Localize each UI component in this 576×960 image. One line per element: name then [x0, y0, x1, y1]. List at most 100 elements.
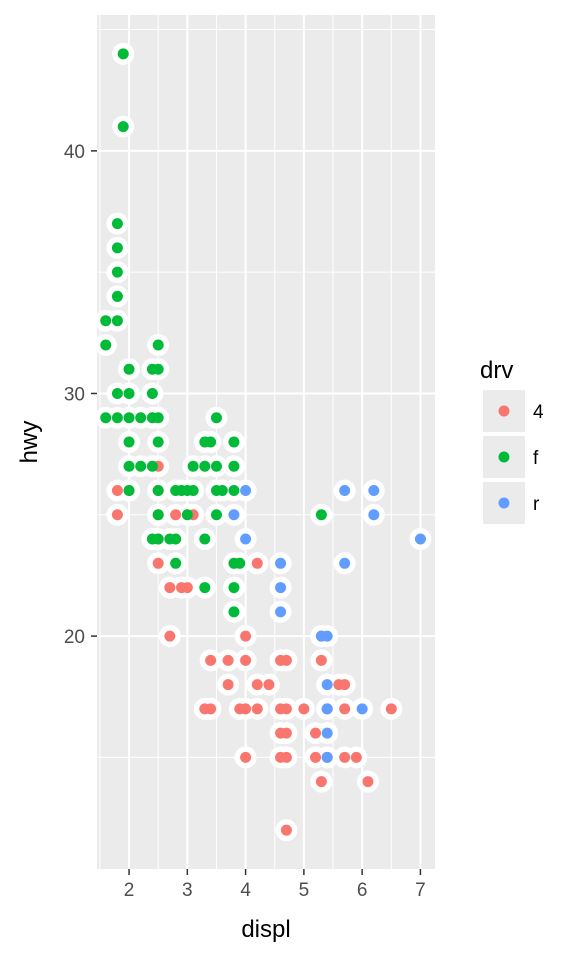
data-point-4: [350, 751, 362, 763]
legend-label: r: [533, 494, 540, 515]
data-point-r: [321, 630, 333, 642]
data-point-4: [251, 703, 263, 715]
data-point-f: [111, 387, 123, 399]
data-point-r: [339, 557, 351, 569]
data-point-f: [228, 460, 240, 472]
data-point-4: [152, 557, 164, 569]
data-point-4: [181, 582, 193, 594]
data-point-f: [152, 533, 164, 545]
data-point-f: [123, 387, 135, 399]
data-point-f: [315, 509, 327, 521]
data-point-f: [117, 48, 129, 60]
y-tick-label: 30: [64, 384, 85, 405]
data-point-f: [199, 460, 211, 472]
data-point-f: [146, 460, 158, 472]
data-point-4: [362, 776, 374, 788]
data-point-4: [240, 654, 252, 666]
legend-key-marker: [498, 405, 510, 417]
data-point-r: [240, 533, 252, 545]
data-point-4: [280, 703, 292, 715]
data-point-4: [280, 654, 292, 666]
data-point-4: [111, 509, 123, 521]
data-point-r: [275, 557, 287, 569]
data-point-f: [152, 339, 164, 351]
data-point-4: [240, 703, 252, 715]
data-point-f: [100, 315, 112, 327]
data-point-f: [152, 412, 164, 424]
data-point-4: [205, 703, 217, 715]
data-point-4: [385, 703, 397, 715]
data-point-r: [275, 582, 287, 594]
data-point-4: [205, 654, 217, 666]
data-point-f: [228, 582, 240, 594]
data-point-f: [199, 533, 211, 545]
data-point-4: [170, 509, 182, 521]
legend-key-marker: [498, 497, 510, 509]
x-axis-title: displ: [241, 916, 290, 943]
legend-keys: 4 f r: [483, 390, 544, 524]
x-axis: 2 3 4 5 6 7: [124, 869, 426, 901]
y-axis: 20 30 40: [64, 142, 97, 648]
data-point-f: [228, 606, 240, 618]
data-point-f: [123, 412, 135, 424]
data-point-f: [152, 436, 164, 448]
data-point-4: [263, 679, 275, 691]
data-point-4: [111, 485, 123, 497]
data-point-f: [111, 290, 123, 302]
data-point-f: [228, 436, 240, 448]
data-points: [94, 42, 432, 842]
data-point-f: [123, 436, 135, 448]
point-markers: [100, 48, 426, 836]
x-tick-label: 6: [357, 880, 368, 901]
data-point-4: [222, 679, 234, 691]
data-point-4: [240, 630, 252, 642]
data-point-f: [152, 485, 164, 497]
x-tick-label: 7: [415, 880, 426, 901]
data-point-f: [152, 363, 164, 375]
data-point-f: [123, 363, 135, 375]
data-point-f: [111, 218, 123, 230]
data-point-f: [187, 460, 199, 472]
x-tick-label: 2: [124, 880, 135, 901]
data-point-f: [170, 557, 182, 569]
data-point-f: [228, 485, 240, 497]
data-point-f: [170, 533, 182, 545]
data-point-f: [146, 387, 158, 399]
legend-label: 4: [533, 402, 544, 423]
data-point-4: [315, 776, 327, 788]
data-point-r: [368, 485, 380, 497]
data-point-f: [234, 557, 246, 569]
data-point-4: [164, 630, 176, 642]
data-point-f: [187, 485, 199, 497]
data-point-f: [117, 121, 129, 133]
data-point-4: [310, 751, 322, 763]
data-point-f: [210, 460, 222, 472]
data-point-f: [205, 436, 217, 448]
data-point-f: [152, 509, 164, 521]
data-point-f: [216, 485, 228, 497]
data-point-r: [275, 606, 287, 618]
data-point-r: [356, 703, 368, 715]
legend: drv 4 f r: [480, 357, 544, 524]
data-point-r: [240, 485, 252, 497]
data-point-4: [280, 751, 292, 763]
data-point-4: [280, 824, 292, 836]
data-point-r: [321, 703, 333, 715]
data-point-f: [210, 412, 222, 424]
data-point-4: [280, 727, 292, 739]
data-point-r: [321, 727, 333, 739]
data-point-r: [414, 533, 426, 545]
data-point-4: [240, 751, 252, 763]
data-point-f: [135, 460, 147, 472]
data-point-f: [111, 266, 123, 278]
y-tick-label: 40: [64, 142, 85, 163]
x-tick-label: 5: [299, 880, 310, 901]
data-point-r: [339, 485, 351, 497]
data-point-4: [339, 703, 351, 715]
data-point-4: [222, 654, 234, 666]
data-point-f: [199, 582, 211, 594]
data-point-4: [251, 557, 263, 569]
data-point-f: [111, 242, 123, 254]
x-tick-label: 3: [182, 880, 193, 901]
